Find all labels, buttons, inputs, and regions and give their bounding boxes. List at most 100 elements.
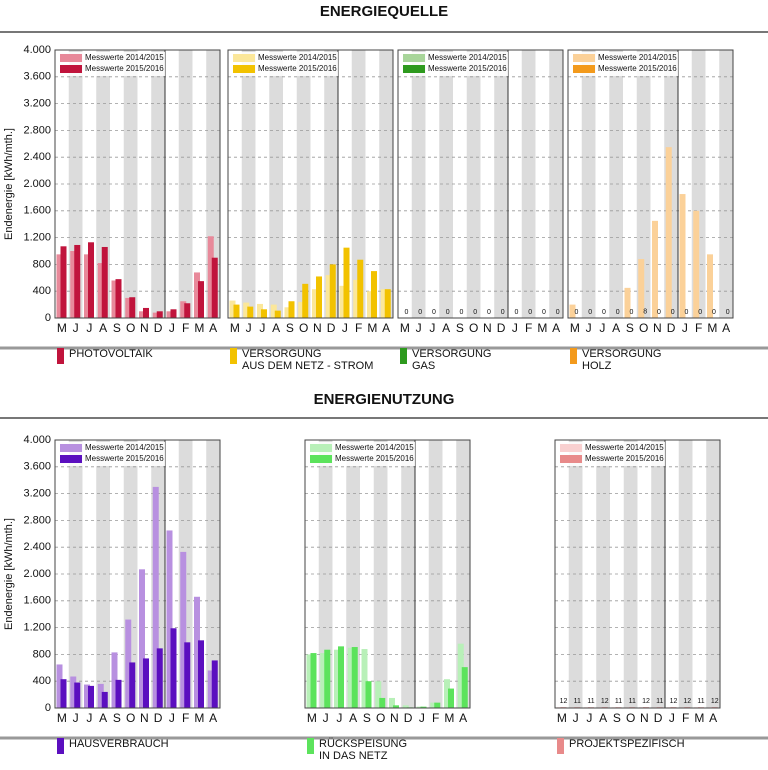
x-tick-label: A — [442, 321, 450, 335]
bar — [70, 251, 77, 318]
bar — [569, 304, 576, 318]
bar — [156, 311, 163, 318]
plot-frame — [304, 439, 471, 709]
bar — [343, 247, 350, 318]
x-tick-label: A — [722, 321, 730, 335]
y-tick-label: 1.200 — [23, 622, 51, 634]
category-label: PROJEKTSPEZIFISCH — [569, 738, 685, 750]
bar — [393, 705, 399, 708]
bar — [88, 242, 94, 318]
category-swatch — [57, 738, 64, 754]
bar — [152, 486, 159, 708]
bar — [624, 287, 631, 318]
value-label: 0 — [616, 309, 620, 316]
bar — [60, 679, 67, 708]
bar — [125, 619, 132, 708]
y-tick-label: 4.000 — [23, 434, 51, 446]
bar — [207, 670, 214, 708]
bar — [97, 683, 104, 708]
legend-label: Messwerte 2015/2016 — [598, 64, 677, 73]
plot-frame — [397, 49, 564, 319]
x-tick-label: J — [586, 711, 592, 725]
plot-frame — [554, 439, 721, 709]
bar — [389, 697, 395, 708]
bar — [194, 596, 200, 708]
y-tick-label: 800 — [33, 648, 51, 660]
legend-swatch — [403, 65, 425, 73]
bar — [143, 307, 149, 318]
value-label: 0 — [473, 309, 477, 316]
bar — [60, 246, 67, 318]
x-tick-label: S — [286, 321, 294, 335]
category-label: AUS DEM NETZ - STROM — [242, 360, 373, 372]
value-label: 8 — [643, 308, 647, 315]
legend-swatch — [573, 65, 595, 73]
x-tick-label: D — [497, 321, 506, 335]
category-label: PHOTOVOLTAIK — [69, 348, 153, 360]
stripe — [466, 50, 481, 318]
x-tick-label: M — [307, 711, 317, 725]
x-tick-label: F — [355, 321, 362, 335]
value-label: 0 — [460, 309, 464, 316]
bar — [306, 654, 313, 708]
stripe — [428, 440, 443, 708]
x-tick-label: J — [73, 321, 79, 335]
stripe — [178, 50, 193, 318]
bar — [320, 653, 327, 708]
bar — [334, 649, 340, 708]
bar — [347, 647, 354, 708]
x-tick-label: F — [182, 711, 189, 725]
bar — [665, 147, 672, 318]
bar — [88, 685, 94, 708]
x-tick-label: M — [57, 321, 67, 335]
x-tick-label: M — [194, 321, 204, 335]
category-label: VERSORGUNG — [242, 348, 321, 360]
bar — [310, 653, 317, 708]
x-tick-label: A — [382, 321, 390, 335]
bar — [274, 310, 281, 318]
x-tick-label: O — [126, 321, 135, 335]
bar — [74, 682, 81, 708]
bar — [111, 280, 118, 318]
x-tick-label: F — [432, 711, 439, 725]
bar — [211, 257, 218, 318]
bar — [97, 263, 104, 318]
legend-swatch — [60, 444, 82, 452]
stripe — [123, 50, 138, 318]
category-swatch — [307, 738, 314, 754]
value-label: 11 — [587, 698, 594, 705]
bar — [156, 648, 163, 708]
y-tick-label: 2.000 — [23, 178, 51, 190]
y-tick-label: 2.400 — [23, 541, 51, 553]
x-tick-label: A — [612, 321, 620, 335]
legend-label: Messwerte 2014/2015 — [335, 443, 414, 452]
y-tick-label: 1.200 — [23, 232, 51, 244]
x-tick-label: M — [400, 321, 410, 335]
bar — [166, 311, 173, 318]
y-axis-label: Endenergie [kWh/mth.] — [3, 128, 15, 240]
y-tick-label: 4.000 — [23, 44, 51, 56]
value-label: 11 — [697, 698, 704, 705]
x-tick-label: S — [113, 711, 121, 725]
legend-swatch — [233, 54, 255, 62]
value-label: 0 — [418, 309, 422, 316]
x-tick-label: M — [444, 711, 454, 725]
value-label: 0 — [542, 309, 546, 316]
value-label: 0 — [501, 309, 505, 316]
x-tick-label: A — [552, 321, 560, 335]
bar — [101, 691, 108, 708]
bar — [139, 311, 145, 318]
x-tick-label: O — [626, 711, 635, 725]
y-axis-label: Endenergie [kWh/mth.] — [3, 518, 15, 630]
x-tick-label: A — [99, 321, 107, 335]
value-label: 0 — [575, 309, 579, 316]
bar — [416, 706, 423, 708]
y-tick-label: 3.600 — [23, 71, 51, 83]
bar — [84, 684, 90, 708]
x-tick-label: N — [140, 711, 149, 725]
value-label: 11 — [574, 698, 581, 705]
value-label: 0 — [487, 309, 491, 316]
x-tick-label: N — [390, 711, 399, 725]
category-label: RÜCKSPEISUNG — [319, 738, 407, 750]
